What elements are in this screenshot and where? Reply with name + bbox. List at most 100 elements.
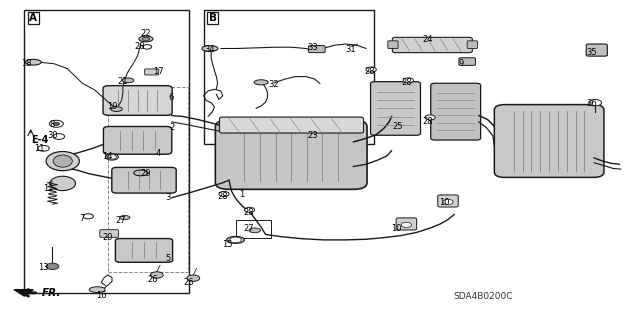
FancyBboxPatch shape [115, 239, 173, 262]
Circle shape [366, 67, 376, 72]
FancyBboxPatch shape [220, 117, 364, 133]
Circle shape [219, 191, 229, 197]
Text: 34: 34 [205, 45, 215, 54]
Text: 35: 35 [587, 48, 597, 57]
Circle shape [150, 272, 163, 278]
Circle shape [49, 120, 63, 127]
Text: 19: 19 [107, 102, 117, 111]
Ellipse shape [120, 216, 130, 219]
Circle shape [53, 122, 60, 125]
Text: 28: 28 [134, 42, 145, 51]
Ellipse shape [227, 236, 244, 243]
Text: 10: 10 [392, 224, 402, 233]
Text: A: A [29, 13, 37, 23]
Text: 11: 11 [35, 144, 45, 153]
Circle shape [403, 78, 413, 83]
Circle shape [38, 145, 49, 151]
FancyBboxPatch shape [100, 230, 118, 237]
Bar [236, 220, 271, 238]
Text: 2: 2 [169, 123, 174, 132]
Text: 20: 20 [102, 233, 113, 242]
Text: FR.: FR. [42, 288, 61, 298]
FancyBboxPatch shape [371, 82, 420, 135]
Circle shape [108, 155, 116, 159]
Circle shape [589, 100, 602, 106]
FancyBboxPatch shape [467, 41, 477, 48]
FancyBboxPatch shape [145, 69, 159, 75]
Circle shape [143, 45, 152, 49]
Polygon shape [14, 290, 33, 296]
Text: 17: 17 [154, 67, 164, 76]
Ellipse shape [249, 228, 260, 233]
FancyBboxPatch shape [215, 120, 367, 189]
Text: SDA4B0200C: SDA4B0200C [454, 293, 513, 301]
Text: 4: 4 [156, 149, 161, 158]
Text: 9: 9 [458, 59, 463, 68]
Text: 28: 28 [422, 117, 433, 126]
Circle shape [425, 115, 435, 120]
Text: 13: 13 [38, 263, 49, 272]
Text: 30: 30 [47, 131, 58, 140]
Text: 6: 6 [169, 93, 174, 102]
Text: 18: 18 [22, 59, 32, 68]
FancyBboxPatch shape [494, 105, 604, 177]
Circle shape [83, 214, 93, 219]
Text: 25: 25 [393, 122, 403, 130]
Text: 5: 5 [165, 254, 170, 263]
Circle shape [46, 263, 59, 270]
Circle shape [230, 237, 241, 243]
Ellipse shape [46, 152, 79, 171]
Text: 8: 8 [50, 120, 55, 129]
Circle shape [244, 207, 255, 212]
Text: 32: 32 [269, 80, 279, 89]
FancyBboxPatch shape [388, 41, 398, 48]
Text: 3: 3 [165, 193, 170, 202]
FancyBboxPatch shape [104, 127, 172, 154]
Ellipse shape [111, 107, 122, 112]
Text: 26: 26 [184, 278, 194, 287]
Bar [24, 10, 189, 293]
FancyBboxPatch shape [308, 46, 325, 53]
Ellipse shape [106, 154, 118, 160]
Text: 7: 7 [79, 214, 84, 223]
Ellipse shape [50, 176, 76, 191]
Text: 1: 1 [239, 190, 244, 199]
Circle shape [53, 134, 65, 139]
FancyBboxPatch shape [431, 83, 481, 140]
Ellipse shape [26, 59, 41, 65]
FancyBboxPatch shape [112, 167, 176, 193]
Circle shape [187, 275, 200, 281]
Text: 14: 14 [102, 152, 113, 161]
Ellipse shape [142, 37, 150, 41]
Text: 12: 12 [43, 184, 53, 193]
Ellipse shape [53, 155, 72, 167]
Text: 26: 26 [147, 275, 157, 284]
FancyBboxPatch shape [392, 37, 472, 53]
Text: 21: 21 [118, 77, 128, 86]
FancyBboxPatch shape [438, 195, 458, 207]
Text: B: B [209, 13, 216, 23]
Circle shape [443, 199, 453, 204]
Text: 28: 28 [243, 208, 253, 217]
Text: 28: 28 [218, 192, 228, 201]
Bar [204, 10, 374, 144]
FancyBboxPatch shape [459, 58, 476, 65]
Bar [108, 87, 188, 272]
Text: 23: 23 [307, 131, 317, 140]
Ellipse shape [254, 80, 268, 85]
Text: 27: 27 [243, 224, 253, 233]
Ellipse shape [122, 78, 134, 83]
Text: 33: 33 [307, 43, 317, 52]
FancyBboxPatch shape [103, 86, 172, 115]
Text: 24: 24 [422, 35, 433, 44]
Text: 28: 28 [401, 78, 412, 87]
Text: 27: 27 [115, 216, 125, 225]
Text: 22: 22 [141, 29, 151, 38]
Text: 36: 36 [587, 99, 597, 108]
FancyBboxPatch shape [396, 218, 417, 230]
Text: 29: 29 [141, 169, 151, 178]
Text: 16: 16 [96, 291, 106, 300]
Text: 15: 15 [222, 240, 232, 249]
FancyBboxPatch shape [586, 44, 607, 56]
Ellipse shape [202, 46, 218, 51]
